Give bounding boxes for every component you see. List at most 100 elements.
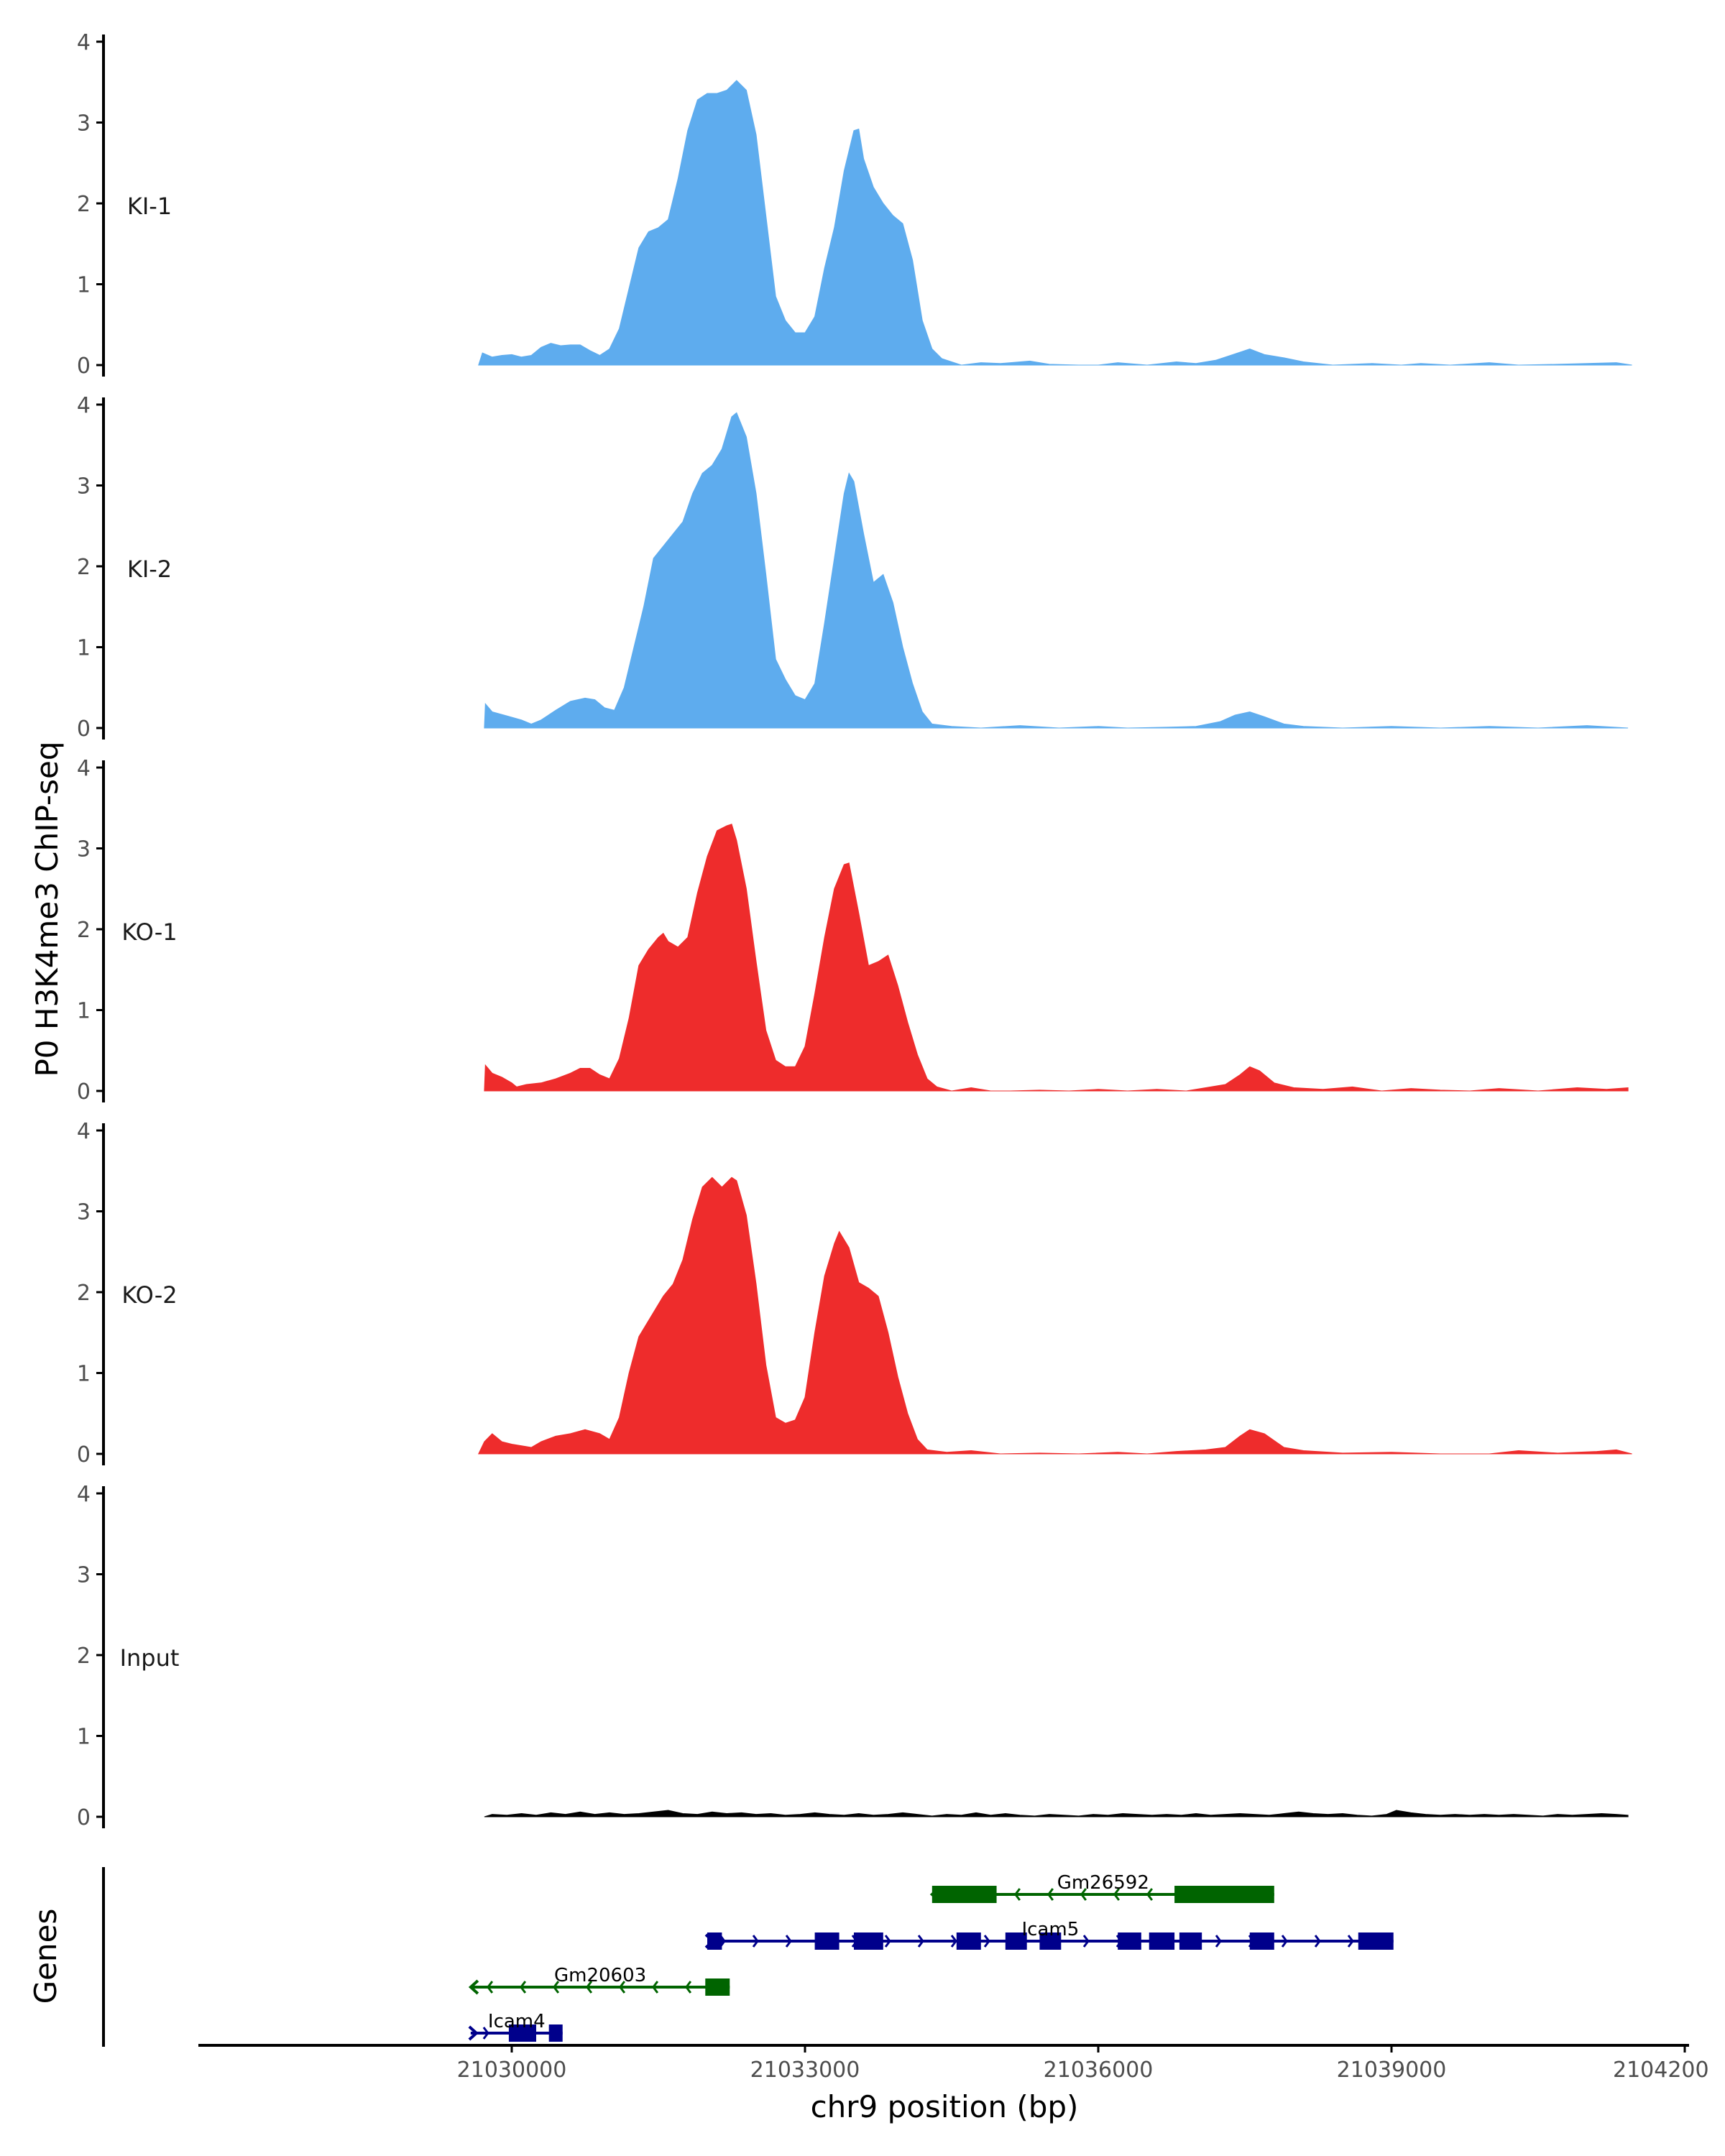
y-tick-label: 3: [77, 1200, 91, 1225]
signal-area-ko-1: [484, 824, 1629, 1092]
y-tick-label: 1: [77, 999, 91, 1024]
strand-chevron: [1314, 1935, 1321, 1948]
x-tick-label: 21033000: [750, 2058, 860, 2083]
exon: [705, 1978, 730, 1996]
strand-chevron: [1347, 1935, 1354, 1948]
gene-label: Gm20603: [554, 1965, 646, 1986]
strand-start-arrow: [468, 2025, 479, 2041]
exon: [1118, 1932, 1141, 1950]
strand-chevron: [553, 1981, 560, 1994]
x-tick-label: 21036000: [1044, 2058, 1154, 2083]
exon: [1149, 1932, 1175, 1950]
track-ko-1: 0 1 2 3 4 KO-1: [77, 756, 1629, 1105]
strand-chevron: [917, 1935, 924, 1948]
y-tick-label: 1: [77, 273, 91, 298]
gene-label: Gm26592: [1057, 1872, 1149, 1894]
strand-chevron: [482, 2027, 489, 2040]
track-label: KO-1: [121, 918, 177, 946]
x-axis-title: chr9 position (bp): [811, 2089, 1079, 2124]
y-tick-label: 4: [77, 1482, 91, 1507]
strand-chevron: [1146, 1888, 1154, 1901]
y-tick-label: 4: [77, 393, 91, 418]
genes-panel: Gm26592 Icam5 Gm20603 Icam4 21030000 21033000…: [102, 1867, 1709, 2083]
strand-chevron: [1080, 1888, 1087, 1901]
gene-gm20603: Gm20603: [468, 1965, 730, 1996]
track-label: Input: [120, 1644, 180, 1672]
y-tick-label: 3: [77, 837, 91, 862]
exon: [932, 1886, 997, 1903]
y-tick-label: 1: [77, 1362, 91, 1387]
y-tick-label: 3: [77, 1563, 91, 1588]
strand-chevron: [1281, 1935, 1288, 1948]
signal-area-ko-2: [478, 1176, 1632, 1455]
y-tick-label: 0: [77, 354, 91, 379]
track-label: KI-1: [127, 193, 172, 220]
signal-tracks: 0 1 2 3 4 KI-1 0 1 2 3 4 KI-2 0 1 2 3 4 KO-1 0 1 2 3 4 KO-2 0 1 2 3…: [77, 30, 1632, 1830]
track-ki-2: 0 1 2 3 4 KI-2: [77, 393, 1629, 742]
y-tick-label: 1: [77, 636, 91, 661]
y-tick-label: 2: [77, 555, 91, 580]
exon: [1005, 1932, 1027, 1950]
exon: [1179, 1932, 1202, 1950]
gene-gm26592: Gm26592: [929, 1872, 1274, 1903]
y-tick-label: 2: [77, 1281, 91, 1306]
y-tick-label: 2: [77, 1644, 91, 1669]
y-tick-label: 4: [77, 1119, 91, 1144]
strand-chevron: [785, 1935, 792, 1948]
y-tick-label: 2: [77, 192, 91, 217]
strand-chevron: [752, 1935, 759, 1948]
x-tick-label: 2104200: [1613, 2058, 1709, 2083]
track-label: KI-2: [127, 556, 172, 583]
y-axis-title: P0 H3K4me3 ChIP-seq: [29, 741, 65, 1077]
genes-panel-title: Genes: [28, 1909, 63, 2004]
track-ki-1: 0 1 2 3 4 KI-1: [77, 30, 1632, 379]
exon: [854, 1932, 883, 1950]
y-tick-label: 2: [77, 918, 91, 943]
strand-chevron: [1082, 1935, 1090, 1948]
strand-chevron: [487, 1981, 494, 1994]
strand-chevron: [1113, 1888, 1121, 1901]
x-tick-label: 21030000: [457, 2058, 567, 2083]
track-input: 0 1 2 3 4 Input: [77, 1482, 1629, 1830]
strand-chevron: [652, 1981, 659, 1994]
track-ko-2: 0 1 2 3 4 KO-2: [77, 1119, 1632, 1468]
track-label: KO-2: [121, 1281, 177, 1309]
strand-chevron: [983, 1935, 990, 1948]
strand-chevron: [619, 1981, 626, 1994]
gene-icam5: Icam5: [704, 1919, 1394, 1950]
exon: [707, 1932, 722, 1950]
exon: [508, 2024, 536, 2042]
strand-chevron: [1013, 1888, 1021, 1901]
strand-chevron: [520, 1981, 527, 1994]
signal-area-input: [484, 1810, 1629, 1818]
strand-chevron: [685, 1981, 692, 1994]
y-tick-label: 0: [77, 1079, 91, 1105]
exon: [956, 1932, 981, 1950]
strand-chevron: [1046, 1888, 1054, 1901]
exon: [814, 1932, 840, 1950]
x-tick-label: 21039000: [1337, 2058, 1447, 2083]
y-tick-label: 1: [77, 1725, 91, 1750]
exon: [548, 2024, 563, 2042]
strand-chevron: [884, 1935, 891, 1948]
y-tick-label: 0: [77, 1442, 91, 1468]
y-tick-label: 0: [77, 717, 91, 742]
y-tick-label: 0: [77, 1805, 91, 1830]
exon: [1039, 1932, 1062, 1950]
exon: [1174, 1886, 1274, 1903]
exon: [1249, 1932, 1274, 1950]
gene-label: Icam5: [1021, 1919, 1079, 1940]
gene-label: Icam4: [488, 2011, 546, 2032]
strand-end-arrow: [468, 1979, 479, 1995]
strand-chevron: [950, 1935, 957, 1948]
y-tick-label: 4: [77, 30, 91, 55]
exon: [1358, 1932, 1394, 1950]
signal-area-ki-2: [484, 412, 1629, 729]
signal-area-ki-1: [478, 80, 1632, 366]
strand-chevron: [586, 1981, 593, 1994]
y-tick-label: 3: [77, 474, 91, 499]
gene-icam4: Icam4: [468, 2011, 563, 2042]
y-tick-label: 4: [77, 756, 91, 781]
strand-chevron: [1215, 1935, 1222, 1948]
